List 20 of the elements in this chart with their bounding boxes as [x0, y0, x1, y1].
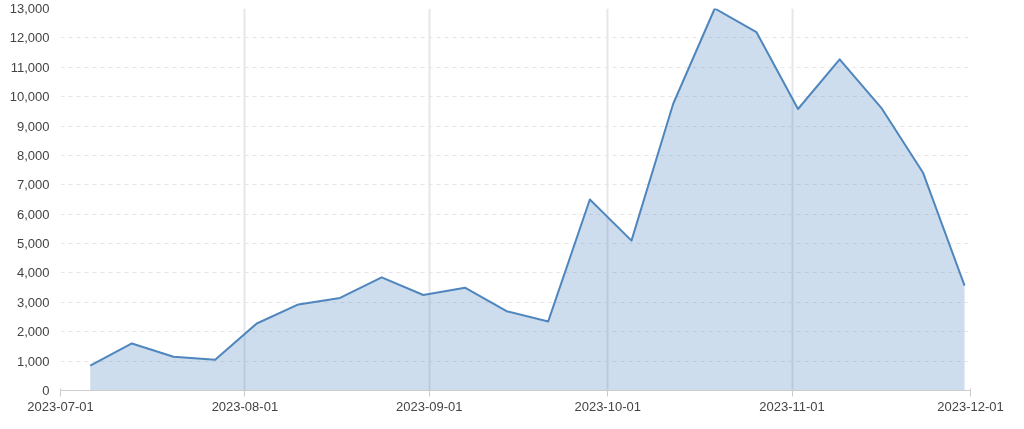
y-tick-label: 9,000 — [16, 118, 50, 134]
y-tick-label: 6,000 — [16, 206, 50, 222]
y-tick-label: 11,000 — [10, 59, 50, 75]
x-tick-label: 2023-12-01 — [937, 398, 1004, 414]
x-tick-label: 2023-11-01 — [759, 398, 825, 414]
y-tick-label: 1,000 — [16, 353, 50, 369]
y-tick-label: 4,000 — [16, 265, 50, 281]
y-tick-label: 8,000 — [16, 147, 50, 163]
x-tick-label: 2023-09-01 — [396, 398, 463, 414]
y-tick-label: 2,000 — [16, 324, 50, 340]
y-tick-label: 3,000 — [16, 294, 50, 310]
x-tick-label: 2023-08-01 — [211, 398, 279, 414]
y-tick-label: 10,000 — [9, 89, 50, 105]
y-tick-label: 7,000 — [16, 177, 50, 193]
x-tick-label: 2023-10-01 — [574, 398, 641, 414]
y-tick-label: 5,000 — [16, 236, 50, 252]
y-tick-label: 12,000 — [9, 30, 50, 46]
y-tick-label: 0 — [42, 383, 50, 398]
x-tick-label: 2023-07-01 — [27, 398, 94, 414]
y-tick-label: 13,000 — [9, 1, 50, 16]
